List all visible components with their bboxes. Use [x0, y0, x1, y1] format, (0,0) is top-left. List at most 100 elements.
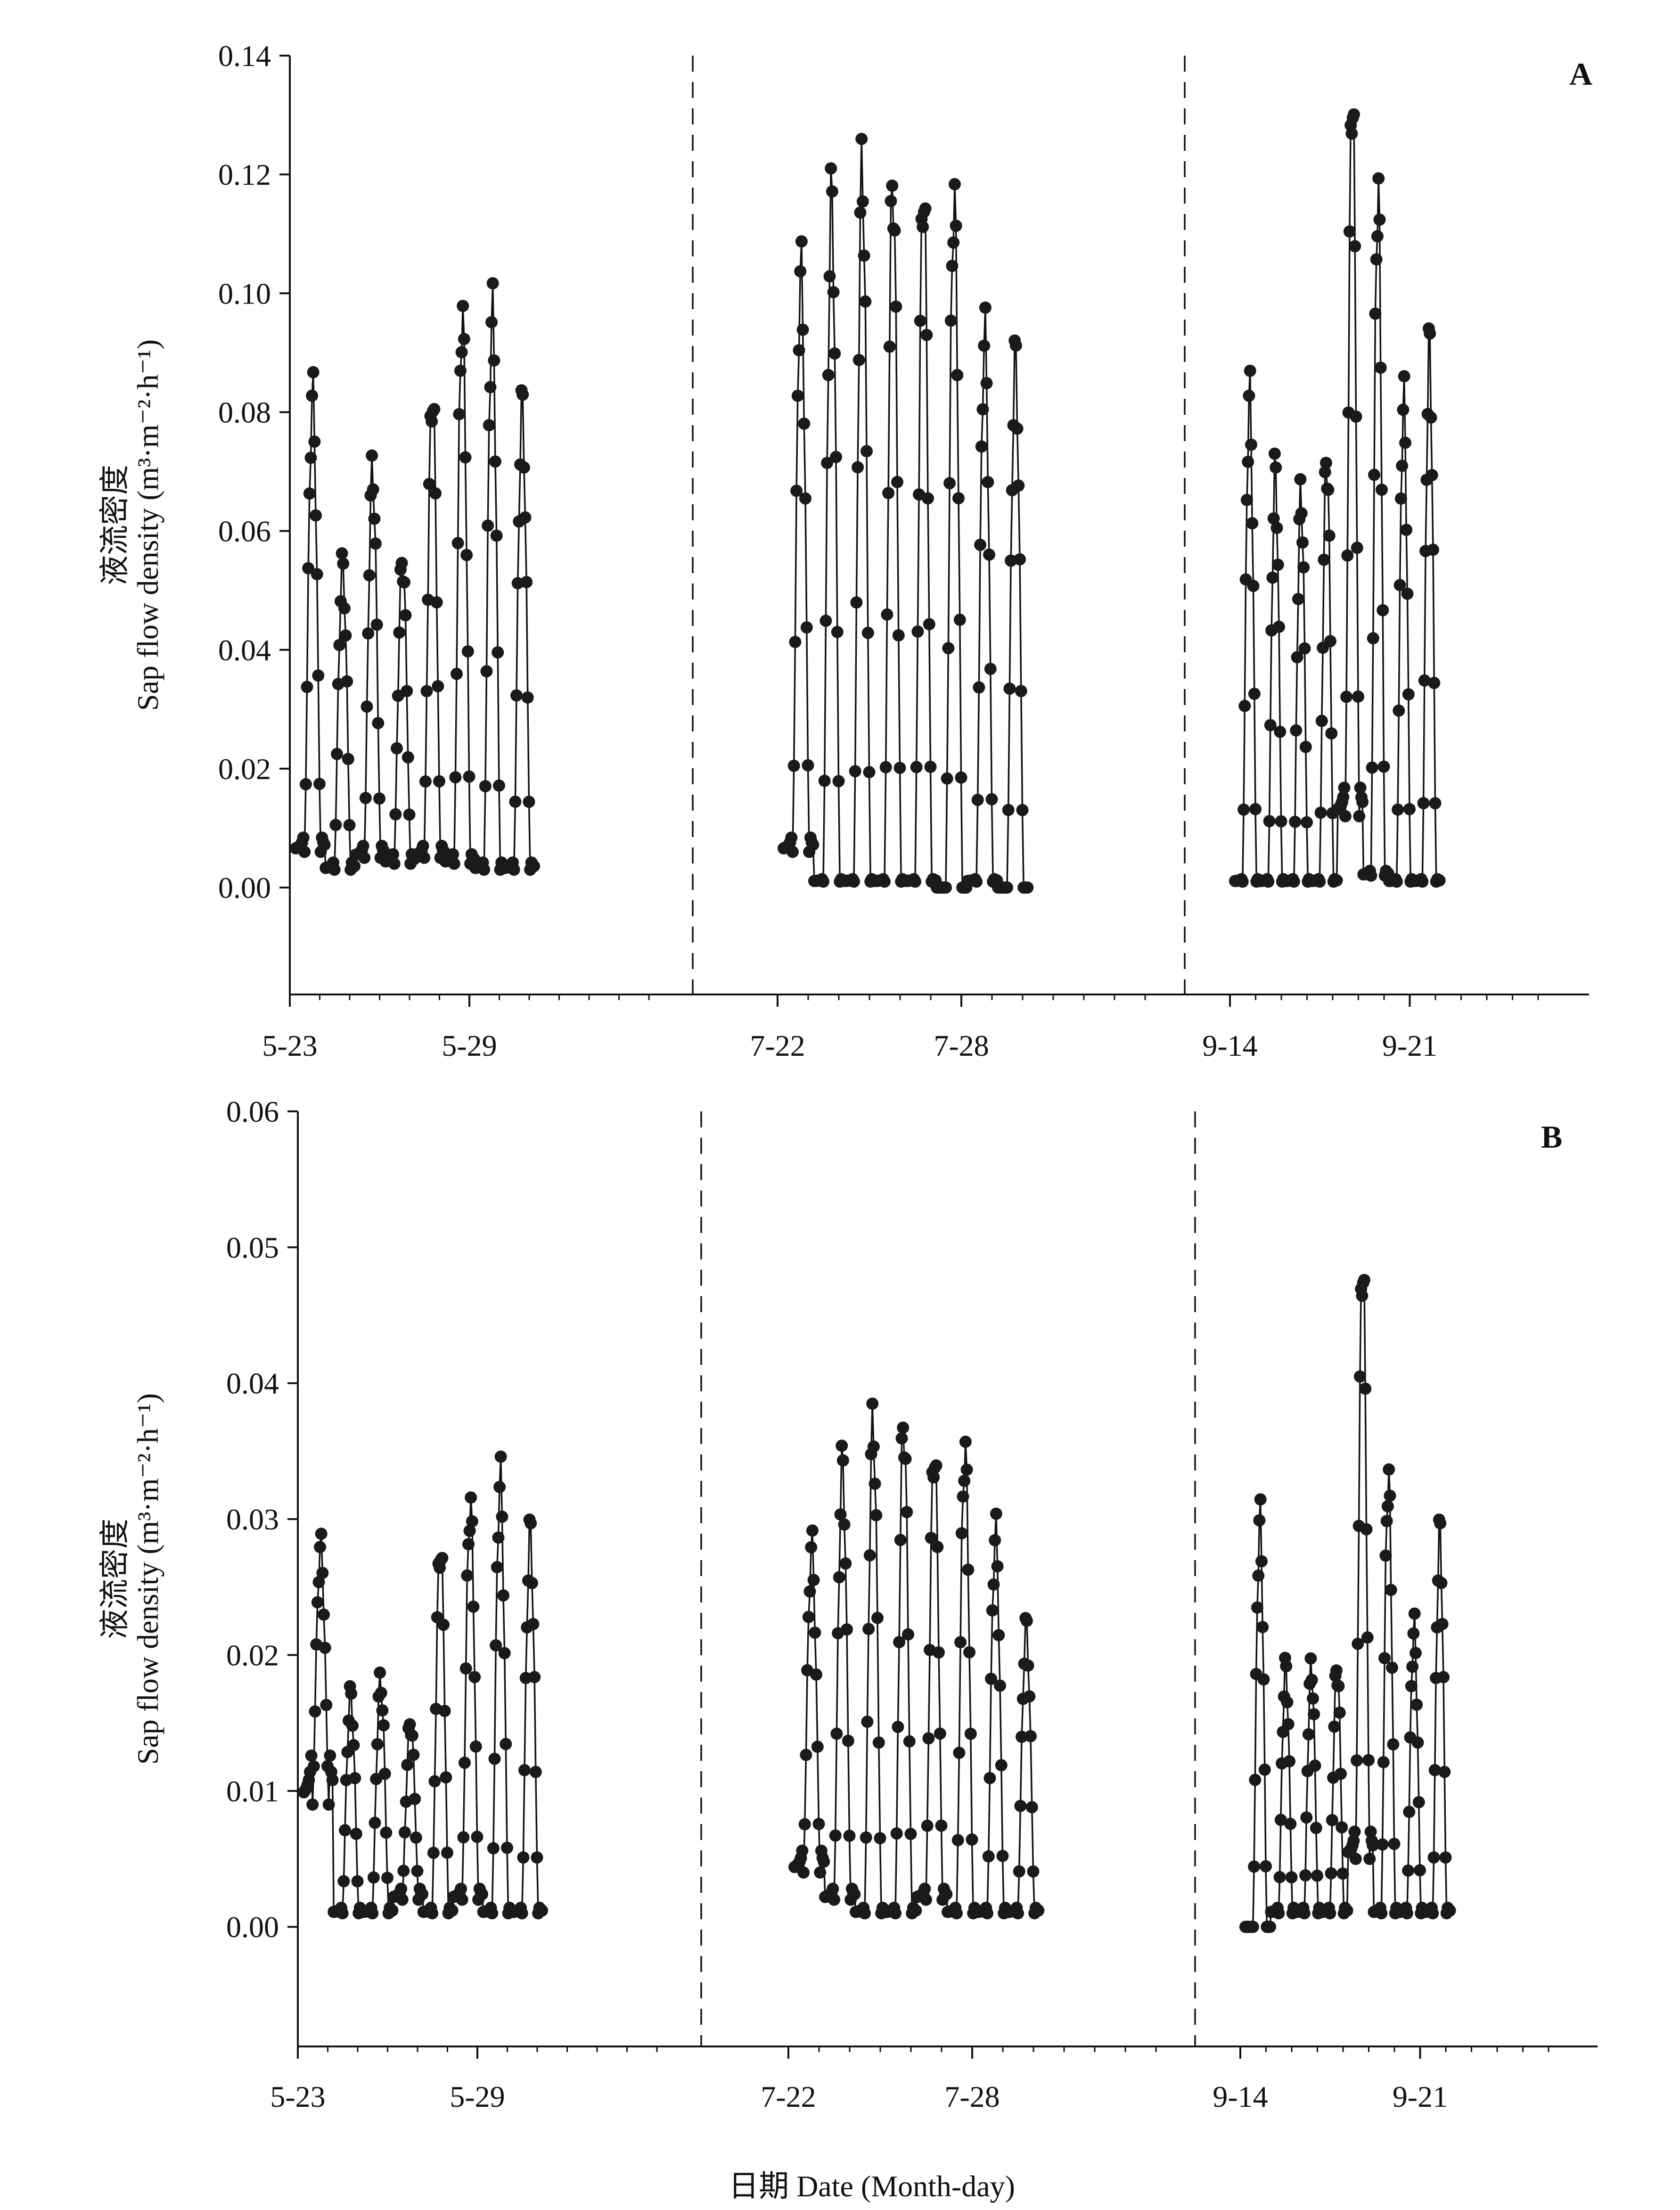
data-point: [1398, 370, 1410, 383]
data-point: [957, 1490, 969, 1503]
data-point: [1379, 1549, 1392, 1562]
data-point: [460, 549, 473, 561]
y-tick-label: 0.14: [218, 39, 271, 73]
data-point: [1354, 781, 1367, 794]
data-point: [459, 1757, 471, 1769]
data-point: [1027, 1865, 1040, 1878]
data-point: [322, 1798, 335, 1811]
data-point: [855, 132, 868, 145]
data-point: [1343, 225, 1356, 238]
data-point: [787, 846, 799, 858]
data-point: [1290, 724, 1303, 737]
y-axis-title-cn: 液流密度: [98, 465, 131, 585]
data-point: [1410, 1647, 1422, 1660]
data-point: [516, 1907, 528, 1920]
data-point: [1332, 1680, 1345, 1692]
data-point: [1020, 1614, 1033, 1627]
data-point: [1381, 1500, 1394, 1512]
y-tick-label: 0.05: [226, 1231, 279, 1264]
data-point: [521, 691, 534, 704]
data-point: [453, 408, 466, 420]
data-point: [1369, 307, 1382, 320]
data-point: [362, 627, 375, 640]
data-point: [479, 780, 492, 793]
data-point: [461, 1569, 474, 1582]
data-point: [942, 642, 955, 655]
data-point: [1428, 677, 1441, 689]
data-point: [306, 389, 319, 402]
data-point: [882, 487, 895, 500]
data-point: [1350, 411, 1362, 423]
data-point: [488, 354, 500, 367]
data-point: [1393, 579, 1406, 592]
data-point: [1339, 810, 1352, 822]
data-point: [375, 1686, 387, 1699]
data-point: [1245, 438, 1257, 451]
x-tick-label: 5-29: [442, 1029, 497, 1062]
data-point: [388, 857, 401, 870]
data-point: [1380, 1515, 1393, 1528]
data-point: [1348, 1825, 1361, 1838]
series-line: [1235, 114, 1440, 882]
data-point: [922, 492, 934, 505]
data-point: [1304, 1652, 1317, 1665]
data-point: [518, 1764, 531, 1776]
data-point: [324, 1749, 336, 1762]
data-point: [829, 1829, 842, 1842]
data-point: [1249, 803, 1262, 815]
data-point: [789, 636, 802, 648]
data-point: [402, 751, 414, 764]
data-point: [1284, 1817, 1297, 1830]
data-point: [331, 748, 343, 760]
data-point: [309, 1705, 321, 1718]
data-point: [1434, 1517, 1447, 1529]
data-point: [1270, 522, 1283, 534]
data-point: [369, 537, 382, 550]
data-point: [471, 1831, 484, 1843]
data-point: [944, 314, 957, 327]
series-line: [1245, 1280, 1451, 1928]
data-point: [1282, 1718, 1295, 1731]
data-point: [818, 774, 831, 787]
data-point: [372, 717, 385, 730]
data-point: [1240, 493, 1253, 506]
data-point: [1292, 593, 1304, 605]
data-point: [339, 1824, 351, 1837]
x-axis-title: 日期 Date (Month-day): [729, 2169, 1015, 2203]
data-point: [1289, 815, 1302, 828]
data-point: [922, 1732, 935, 1745]
data-point: [955, 771, 967, 784]
data-point: [328, 863, 341, 876]
data-point: [1267, 512, 1280, 525]
data-point: [981, 1907, 993, 1920]
data-point: [399, 1826, 411, 1839]
data-point: [420, 685, 433, 698]
data-point: [1311, 1869, 1323, 1882]
data-point: [531, 1851, 543, 1864]
data-point: [1407, 1627, 1420, 1640]
data-point: [1377, 604, 1389, 616]
data-point: [1436, 1618, 1449, 1630]
data-point: [1258, 1763, 1271, 1776]
data-point: [458, 333, 470, 345]
data-point: [892, 629, 905, 641]
data-point: [367, 1871, 380, 1884]
data-point: [797, 1866, 810, 1879]
data-point: [1308, 1708, 1320, 1721]
data-point: [948, 178, 961, 190]
data-point: [976, 403, 989, 416]
data-point: [1384, 1489, 1396, 1502]
data-point: [1377, 760, 1390, 773]
data-point: [951, 1907, 963, 1920]
data-point: [485, 316, 498, 329]
data-point: [1295, 507, 1308, 519]
data-point: [842, 1734, 854, 1747]
data-point: [302, 562, 315, 575]
data-point: [524, 1517, 537, 1529]
data-point: [987, 1578, 1000, 1591]
y-tick-label: 0.00: [218, 871, 271, 904]
x-tick-label: 7-28: [934, 1029, 989, 1062]
data-point: [794, 265, 807, 278]
data-point: [798, 1818, 811, 1831]
data-point: [1318, 553, 1330, 566]
